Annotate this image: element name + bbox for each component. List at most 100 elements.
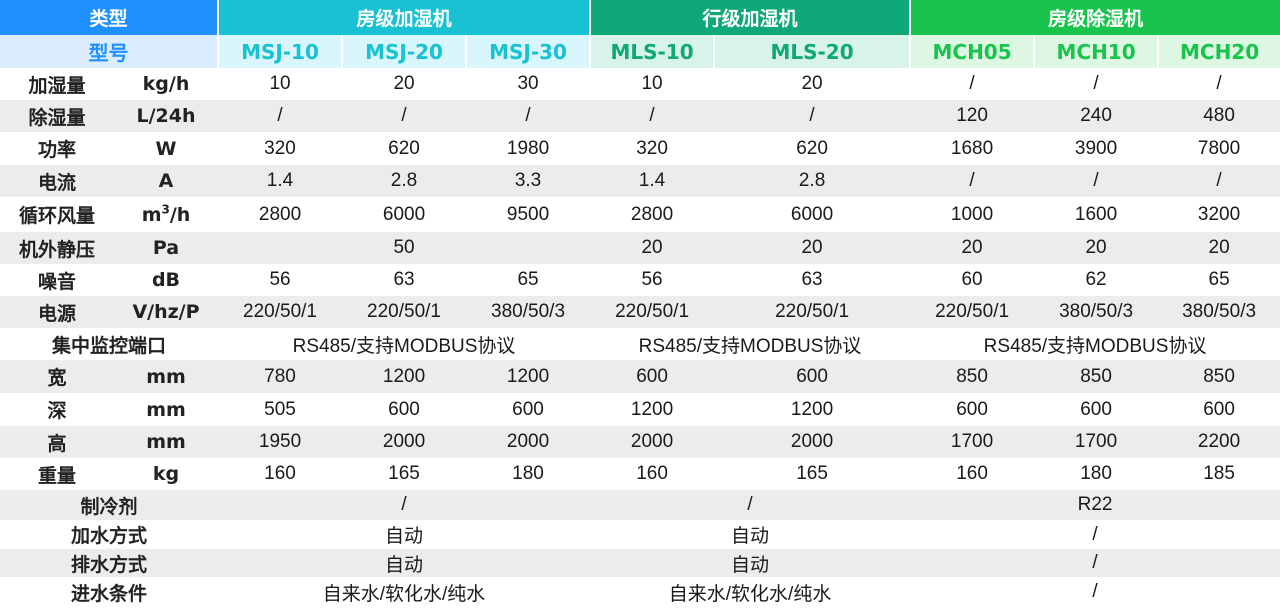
cell: 10	[590, 68, 715, 100]
cell: 30	[466, 68, 591, 100]
cell: 7800	[1158, 132, 1280, 165]
cell: /	[1158, 68, 1280, 100]
cell: 220/50/1	[342, 296, 467, 328]
cell: R22	[910, 490, 1280, 520]
row-label: 制冷剂	[0, 490, 219, 520]
cell: /	[466, 100, 591, 132]
cell: 220/50/1	[714, 296, 911, 328]
cell: 2000	[590, 426, 715, 458]
cell: /	[1034, 68, 1159, 100]
row-unit: kg	[114, 458, 219, 490]
cell: 63	[342, 264, 467, 296]
cell: 50	[218, 232, 591, 264]
cell: 1700	[910, 426, 1035, 458]
cell: 600	[1158, 393, 1280, 426]
cell: 2200	[1158, 426, 1280, 458]
cell: /	[910, 577, 1280, 607]
cell: /	[714, 100, 911, 132]
table-row: 制冷剂 / / R22	[0, 490, 1280, 520]
cell: 2000	[342, 426, 467, 458]
row-unit: W	[114, 132, 219, 165]
cell: 165	[342, 458, 467, 490]
cell: 自动	[590, 520, 911, 549]
cell: 600	[910, 393, 1035, 426]
cell: 2000	[466, 426, 591, 458]
cell: 220/50/1	[218, 296, 343, 328]
cell: 65	[1158, 264, 1280, 296]
cell: 自动	[218, 520, 591, 549]
row-label: 加湿量	[0, 68, 114, 100]
table-row: 功率 W 320 620 1980 320 620 1680 3900 7800	[0, 132, 1280, 165]
cell: 2.8	[714, 165, 911, 197]
cell: 56	[218, 264, 343, 296]
cell: 20	[590, 232, 715, 264]
cell: /	[910, 549, 1280, 577]
cell: 850	[1034, 360, 1159, 393]
model-mls-20: MLS-20	[713, 35, 911, 68]
table-row: 电源 V/hz/P 220/50/1 220/50/1 380/50/3 220…	[0, 296, 1280, 328]
model-msj-10: MSJ-10	[217, 35, 343, 68]
cell: 185	[1158, 458, 1280, 490]
group-row-humidifier: 行级加湿机	[589, 0, 911, 35]
model-msj-30: MSJ-30	[465, 35, 591, 68]
row-label: 高	[0, 426, 114, 458]
cell: 780	[218, 360, 343, 393]
row-label: 排水方式	[0, 549, 219, 577]
cell: 自来水/软化水/纯水	[590, 577, 911, 607]
cell: 3900	[1034, 132, 1159, 165]
table-row: 重量 kg 160 165 180 160 165 160 180 185	[0, 458, 1280, 490]
table-row: 加湿量 kg/h 10 20 30 10 20 / / /	[0, 68, 1280, 100]
row-unit: mm	[114, 426, 219, 458]
cell: 1.4	[218, 165, 343, 197]
cell: 180	[466, 458, 591, 490]
cell: 160	[590, 458, 715, 490]
model-row: 型号 MSJ-10 MSJ-20 MSJ-30 MLS-10 MLS-20 MC…	[0, 35, 1280, 68]
cell: RS485/支持MODBUS协议	[218, 328, 591, 360]
cell: 1200	[590, 393, 715, 426]
cell: 自来水/软化水/纯水	[218, 577, 591, 607]
row-label: 功率	[0, 132, 114, 165]
cell: 自动	[590, 549, 911, 577]
cell: 505	[218, 393, 343, 426]
table-row: 加水方式 自动 自动 /	[0, 520, 1280, 549]
cell: RS485/支持MODBUS协议	[590, 328, 911, 360]
table-row: 循环风量 m3/h 2800 6000 9500 2800 6000 1000 …	[0, 197, 1280, 232]
table-row: 进水条件 自来水/软化水/纯水 自来水/软化水/纯水 /	[0, 577, 1280, 607]
table-row: 高 mm 1950 2000 2000 2000 2000 1700 1700 …	[0, 426, 1280, 458]
cell: 600	[466, 393, 591, 426]
cell: /	[910, 68, 1035, 100]
cell: 1950	[218, 426, 343, 458]
row-label: 宽	[0, 360, 114, 393]
cell: 160	[218, 458, 343, 490]
row-unit: Pa	[114, 232, 219, 264]
row-label: 加水方式	[0, 520, 219, 549]
model-mch20: MCH20	[1157, 35, 1280, 68]
row-label: 深	[0, 393, 114, 426]
cell: 180	[1034, 458, 1159, 490]
cell: 3.3	[466, 165, 591, 197]
row-label: 机外静压	[0, 232, 114, 264]
cell: 165	[714, 458, 911, 490]
cell: 2800	[590, 197, 715, 232]
cell: 850	[910, 360, 1035, 393]
cell: 160	[910, 458, 1035, 490]
cell: RS485/支持MODBUS协议	[910, 328, 1280, 360]
cell: 20	[714, 232, 911, 264]
cell: 380/50/3	[1034, 296, 1159, 328]
cell: 1200	[466, 360, 591, 393]
row-label: 除湿量	[0, 100, 114, 132]
cell: 60	[910, 264, 1035, 296]
table-row: 电流 A 1.4 2.8 3.3 1.4 2.8 / / /	[0, 165, 1280, 197]
cell: /	[910, 520, 1280, 549]
row-unit: mm	[114, 360, 219, 393]
row-label: 进水条件	[0, 577, 219, 607]
cell: 1600	[1034, 197, 1159, 232]
model-mls-10: MLS-10	[589, 35, 715, 68]
cell: 20	[342, 68, 467, 100]
cell: 220/50/1	[590, 296, 715, 328]
cell: 20	[1158, 232, 1280, 264]
cell: 850	[1158, 360, 1280, 393]
cell: 2.8	[342, 165, 467, 197]
table-row: 除湿量 L/24h / / / / / 120 240 480	[0, 100, 1280, 132]
